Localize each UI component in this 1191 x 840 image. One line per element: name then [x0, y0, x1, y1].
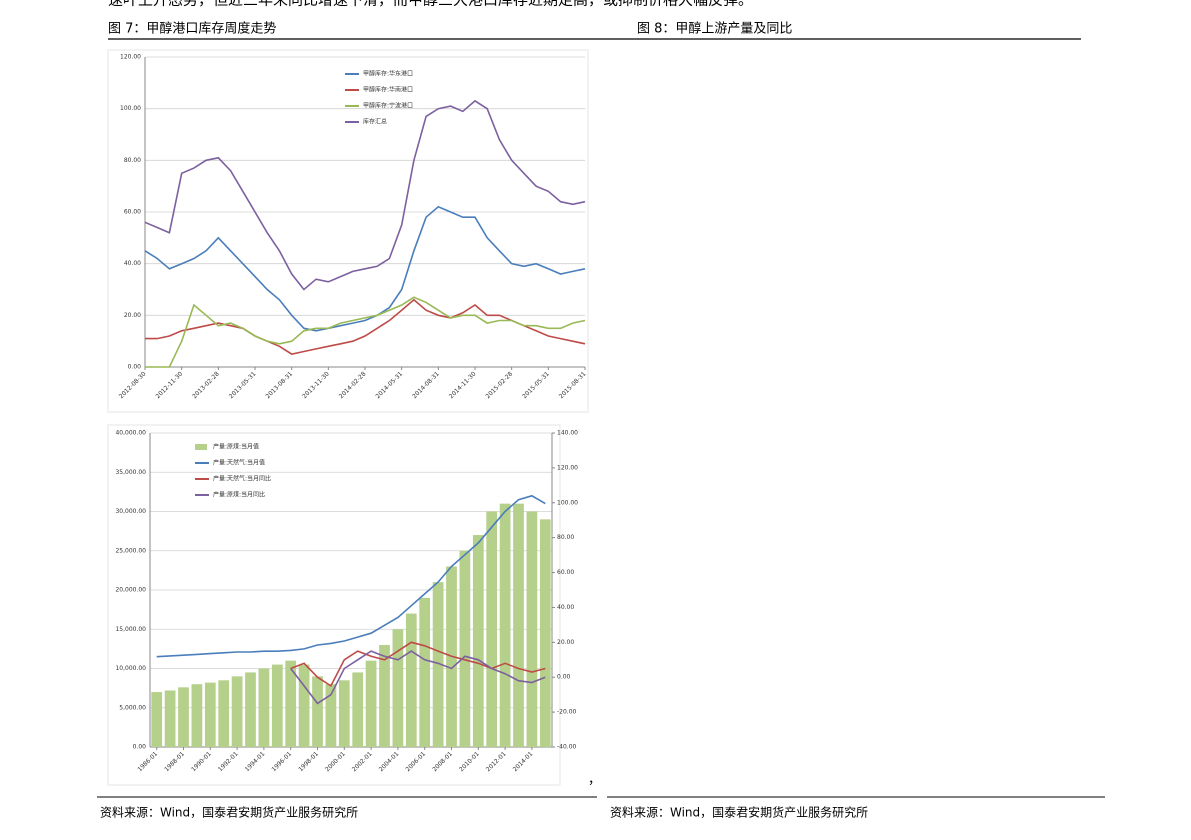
bar	[151, 692, 163, 747]
bar	[419, 597, 431, 747]
bar	[164, 690, 176, 747]
y-tick-label: 80.00	[124, 157, 141, 164]
bar	[392, 629, 404, 747]
bar	[526, 511, 538, 747]
y-tick-label: 60.00	[124, 209, 141, 216]
bar	[218, 680, 230, 747]
legend-label: 库存汇总	[363, 118, 387, 126]
body-text: 速叶上升态势，但近三年来同比增速下滑，而甲醇三大港口库存近期走高，或抑制价格大幅…	[108, 0, 753, 9]
bar	[499, 503, 511, 747]
bar	[513, 503, 524, 747]
bar	[312, 676, 323, 747]
bar	[352, 672, 364, 747]
y-tick-label: 10,000.00	[115, 665, 146, 672]
series-line	[290, 641, 546, 688]
y2-tick-label: 80.00	[557, 534, 574, 541]
bar	[285, 660, 297, 747]
series-line	[144, 205, 586, 332]
bar	[539, 519, 551, 747]
y2-tick-label: 40.00	[557, 604, 574, 611]
bar	[365, 660, 377, 747]
legend-label: 产量:天然气:当月同比	[213, 475, 271, 483]
y2-tick-label: 60.00	[557, 569, 574, 576]
chart-frame	[107, 49, 589, 413]
y-tick-label: 0.00	[133, 744, 147, 751]
y-tick-label: 100.00	[120, 105, 141, 112]
series-line	[290, 650, 546, 705]
legend-label: 甲醇库存:宁波港口	[363, 102, 413, 110]
separator: ，	[588, 773, 601, 788]
bar	[245, 672, 256, 747]
legend-label: 产量:原煤:当月值	[213, 443, 259, 451]
y2-tick-label: 120.00	[557, 464, 578, 471]
bar	[258, 668, 270, 747]
y2-tick-label: -20.00	[557, 709, 577, 716]
bar	[432, 582, 444, 747]
y2-tick-label: 100.00	[557, 499, 578, 506]
series-line	[144, 99, 586, 291]
bar	[486, 511, 498, 747]
figure-caption: 图 7：甲醇港口库存周度走势	[108, 21, 276, 37]
bar	[338, 680, 350, 747]
legend-label: 产量:天然气:当月值	[213, 459, 265, 467]
bar	[298, 664, 310, 747]
y-tick-label: 35,000.00	[115, 469, 146, 476]
legend-label: 甲醇库存:华南港口	[363, 86, 413, 94]
bar	[325, 684, 337, 747]
source-note: 资料来源：Wind，国泰君安期货产业服务研究所	[610, 805, 868, 820]
bar	[405, 613, 417, 747]
bar	[178, 687, 189, 747]
y-tick-label: 15,000.00	[115, 626, 146, 633]
series-line	[156, 494, 546, 658]
y-tick-label: 40.00	[124, 260, 141, 267]
source-note: 资料来源：Wind，国泰君安期货产业服务研究所	[100, 805, 358, 820]
legend-label: 产量:原煤:当月同比	[213, 491, 265, 499]
y-tick-label: 20.00	[124, 312, 141, 319]
y2-tick-label: 140.00	[557, 430, 578, 437]
y-tick-label: 30,000.00	[115, 508, 146, 515]
legend-swatch	[195, 444, 207, 450]
bar	[271, 664, 283, 747]
series-line	[145, 296, 586, 368]
legend-label: 甲醇库存:华东港口	[363, 70, 413, 78]
bar	[191, 684, 203, 747]
y2-tick-label: 20.00	[557, 639, 574, 646]
y-tick-label: 5,000.00	[119, 704, 146, 711]
bar	[204, 682, 216, 747]
bar	[231, 676, 243, 747]
y2-tick-label: 0.00	[557, 674, 571, 681]
bar	[459, 550, 471, 747]
bar	[472, 535, 484, 747]
y-tick-label: 40,000.00	[115, 430, 146, 437]
y-tick-label: 120.00	[120, 54, 141, 61]
figure-caption: 图 8：甲醇上游产量及同比	[637, 21, 792, 37]
y2-tick-label: -40.00	[557, 744, 577, 751]
y-tick-label: 25,000.00	[115, 547, 146, 554]
y-tick-label: 20,000.00	[115, 587, 146, 594]
bar	[379, 644, 390, 747]
y-tick-label: 0.00	[128, 364, 142, 371]
